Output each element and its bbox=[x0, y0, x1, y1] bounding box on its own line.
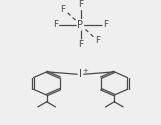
Text: P: P bbox=[77, 20, 84, 30]
Text: F: F bbox=[53, 20, 58, 29]
Text: F: F bbox=[103, 20, 108, 29]
Text: F: F bbox=[95, 36, 100, 45]
Text: +: + bbox=[82, 68, 88, 74]
Text: I: I bbox=[79, 69, 82, 79]
Text: F: F bbox=[78, 0, 83, 10]
Text: F: F bbox=[61, 5, 66, 14]
Text: F: F bbox=[78, 40, 83, 49]
